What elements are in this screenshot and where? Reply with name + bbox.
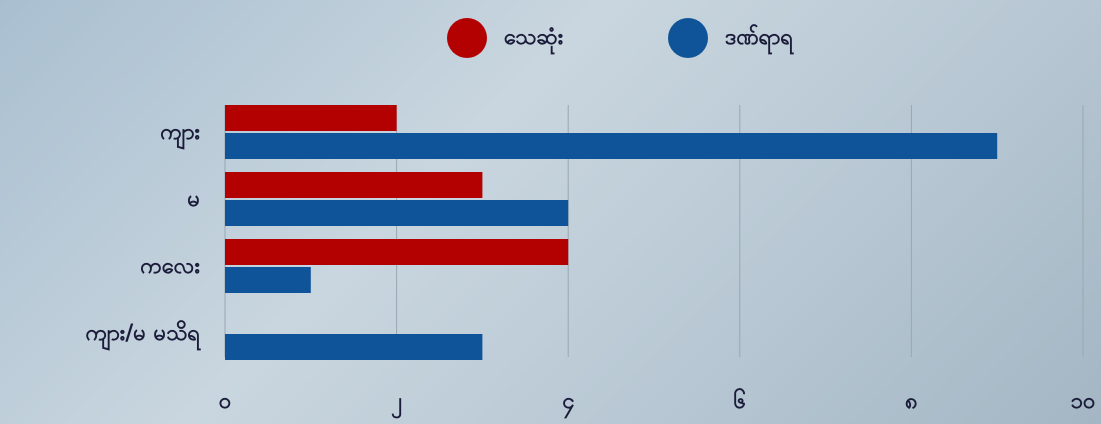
y-tick-label: ကလေး (140, 254, 200, 279)
legend-label: ဒဏ်ရာရ (725, 23, 794, 55)
legend-swatch (447, 18, 487, 58)
x-tick-label: ၁၀ (1071, 389, 1096, 414)
bar (225, 200, 569, 226)
bar (225, 334, 483, 360)
y-tick-label: ကျား (160, 120, 200, 149)
bar (225, 133, 998, 159)
x-tick-label: ၂ (391, 389, 402, 419)
x-tick-label: ၀ (219, 389, 231, 414)
legend-swatch (668, 18, 708, 58)
bar (225, 172, 483, 198)
legend-label: သေဆုံး (504, 25, 564, 55)
y-tick-label: မ (187, 187, 200, 212)
x-tick-label: ၆ (734, 387, 746, 414)
bar (225, 239, 569, 265)
x-tick-label: ၄ (562, 389, 574, 419)
bar (225, 267, 311, 293)
bar (225, 105, 397, 131)
x-tick-label: ၈ (905, 389, 918, 414)
y-tick-label: ကျား/မ မသိရ (86, 319, 202, 351)
